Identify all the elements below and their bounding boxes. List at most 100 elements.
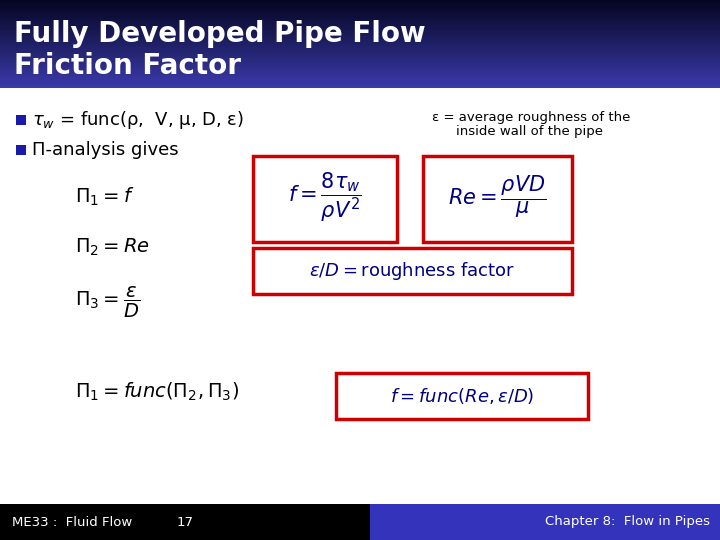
Text: $\Pi_1 = func(\Pi_2, \Pi_3)$: $\Pi_1 = func(\Pi_2, \Pi_3)$ [75, 381, 239, 403]
Bar [0, 59, 720, 60]
Bar [0, 11, 720, 13]
Text: ε = average roughness of the: ε = average roughness of the [432, 111, 631, 124]
Bar [0, 86, 720, 88]
Bar [0, 26, 720, 28]
Bar [0, 24, 720, 25]
Bar [0, 81, 720, 83]
Bar [0, 70, 720, 71]
Bar [0, 44, 720, 45]
Bar [0, 57, 720, 58]
Bar [0, 0, 720, 1]
Bar [0, 76, 720, 77]
Bar [0, 46, 720, 48]
Bar [16, 145, 26, 155]
Bar [370, 504, 720, 540]
Bar [0, 19, 720, 21]
Bar [0, 32, 720, 34]
Bar [0, 82, 720, 84]
Bar [0, 48, 720, 50]
Bar [0, 2, 720, 3]
FancyBboxPatch shape [253, 248, 572, 294]
Text: Π-analysis gives: Π-analysis gives [32, 141, 179, 159]
Bar [0, 37, 720, 38]
Bar [0, 31, 720, 33]
Bar [0, 85, 720, 87]
Bar [0, 83, 720, 85]
Bar [0, 15, 720, 17]
Bar [0, 61, 720, 63]
Bar [0, 75, 720, 76]
Bar [0, 60, 720, 62]
Text: $\epsilon/D = \mathrm{roughness\ factor}$: $\epsilon/D = \mathrm{roughness\ factor}… [310, 260, 516, 282]
Bar [0, 29, 720, 31]
Bar [0, 71, 720, 72]
Bar [0, 33, 720, 35]
Bar [0, 41, 720, 43]
Bar [0, 51, 720, 53]
Bar [0, 68, 720, 69]
Bar [0, 22, 720, 23]
Bar [0, 78, 720, 79]
Bar [0, 14, 720, 16]
Bar [0, 50, 720, 52]
Text: $\Pi_3 = \dfrac{\epsilon}{D}$: $\Pi_3 = \dfrac{\epsilon}{D}$ [75, 285, 140, 320]
Bar [0, 23, 720, 24]
Text: ME33 :  Fluid Flow: ME33 : Fluid Flow [12, 516, 132, 529]
Bar [0, 47, 720, 49]
Bar [0, 9, 720, 11]
Bar [0, 17, 720, 19]
Bar [0, 58, 720, 59]
Bar [0, 18, 720, 20]
Bar [0, 45, 720, 46]
FancyBboxPatch shape [253, 156, 397, 242]
Bar [0, 16, 720, 18]
Bar [0, 6, 720, 8]
Bar [0, 5, 720, 6]
Text: Friction Factor: Friction Factor [14, 52, 241, 80]
Text: $\Pi_2 = Re$: $\Pi_2 = Re$ [75, 237, 150, 258]
Bar [0, 3, 720, 4]
Bar [0, 49, 720, 51]
Bar [0, 55, 720, 56]
Bar [0, 43, 720, 44]
Bar [0, 27, 720, 29]
FancyBboxPatch shape [336, 373, 588, 419]
Bar [0, 56, 720, 57]
Bar [0, 65, 720, 67]
Bar [0, 36, 720, 37]
Bar [0, 73, 720, 75]
Bar [0, 69, 720, 70]
Bar [0, 21, 720, 22]
Text: $\Pi_1 = f$: $\Pi_1 = f$ [75, 186, 135, 208]
Text: $\tau_w$ = func(ρ,  V, μ, D, ε): $\tau_w$ = func(ρ, V, μ, D, ε) [32, 109, 244, 131]
Text: inside wall of the pipe: inside wall of the pipe [456, 125, 603, 138]
Bar [0, 53, 720, 55]
Bar [0, 66, 720, 68]
Bar [0, 84, 720, 86]
Bar [0, 80, 720, 82]
Bar [0, 79, 720, 80]
Text: 17: 17 [176, 516, 194, 529]
Bar [0, 40, 720, 42]
Bar [0, 1, 720, 2]
Text: Chapter 8:  Flow in Pipes: Chapter 8: Flow in Pipes [545, 516, 710, 529]
Bar [0, 28, 720, 30]
Bar [0, 25, 720, 26]
Bar [0, 10, 720, 12]
Bar [0, 8, 720, 10]
Bar [0, 72, 720, 73]
Text: $Re = \dfrac{\rho V D}{\mu}$: $Re = \dfrac{\rho V D}{\mu}$ [449, 174, 546, 220]
Bar [0, 30, 720, 32]
Text: Fully Developed Pipe Flow: Fully Developed Pipe Flow [14, 20, 426, 48]
Bar [0, 504, 370, 540]
Bar [0, 4, 720, 5]
Bar [0, 13, 720, 14]
Bar [0, 7, 720, 9]
Bar [0, 62, 720, 64]
Bar [16, 115, 26, 125]
Bar [0, 35, 720, 36]
Bar [0, 38, 720, 39]
Bar [0, 52, 720, 54]
FancyBboxPatch shape [423, 156, 572, 242]
Bar [0, 64, 720, 66]
